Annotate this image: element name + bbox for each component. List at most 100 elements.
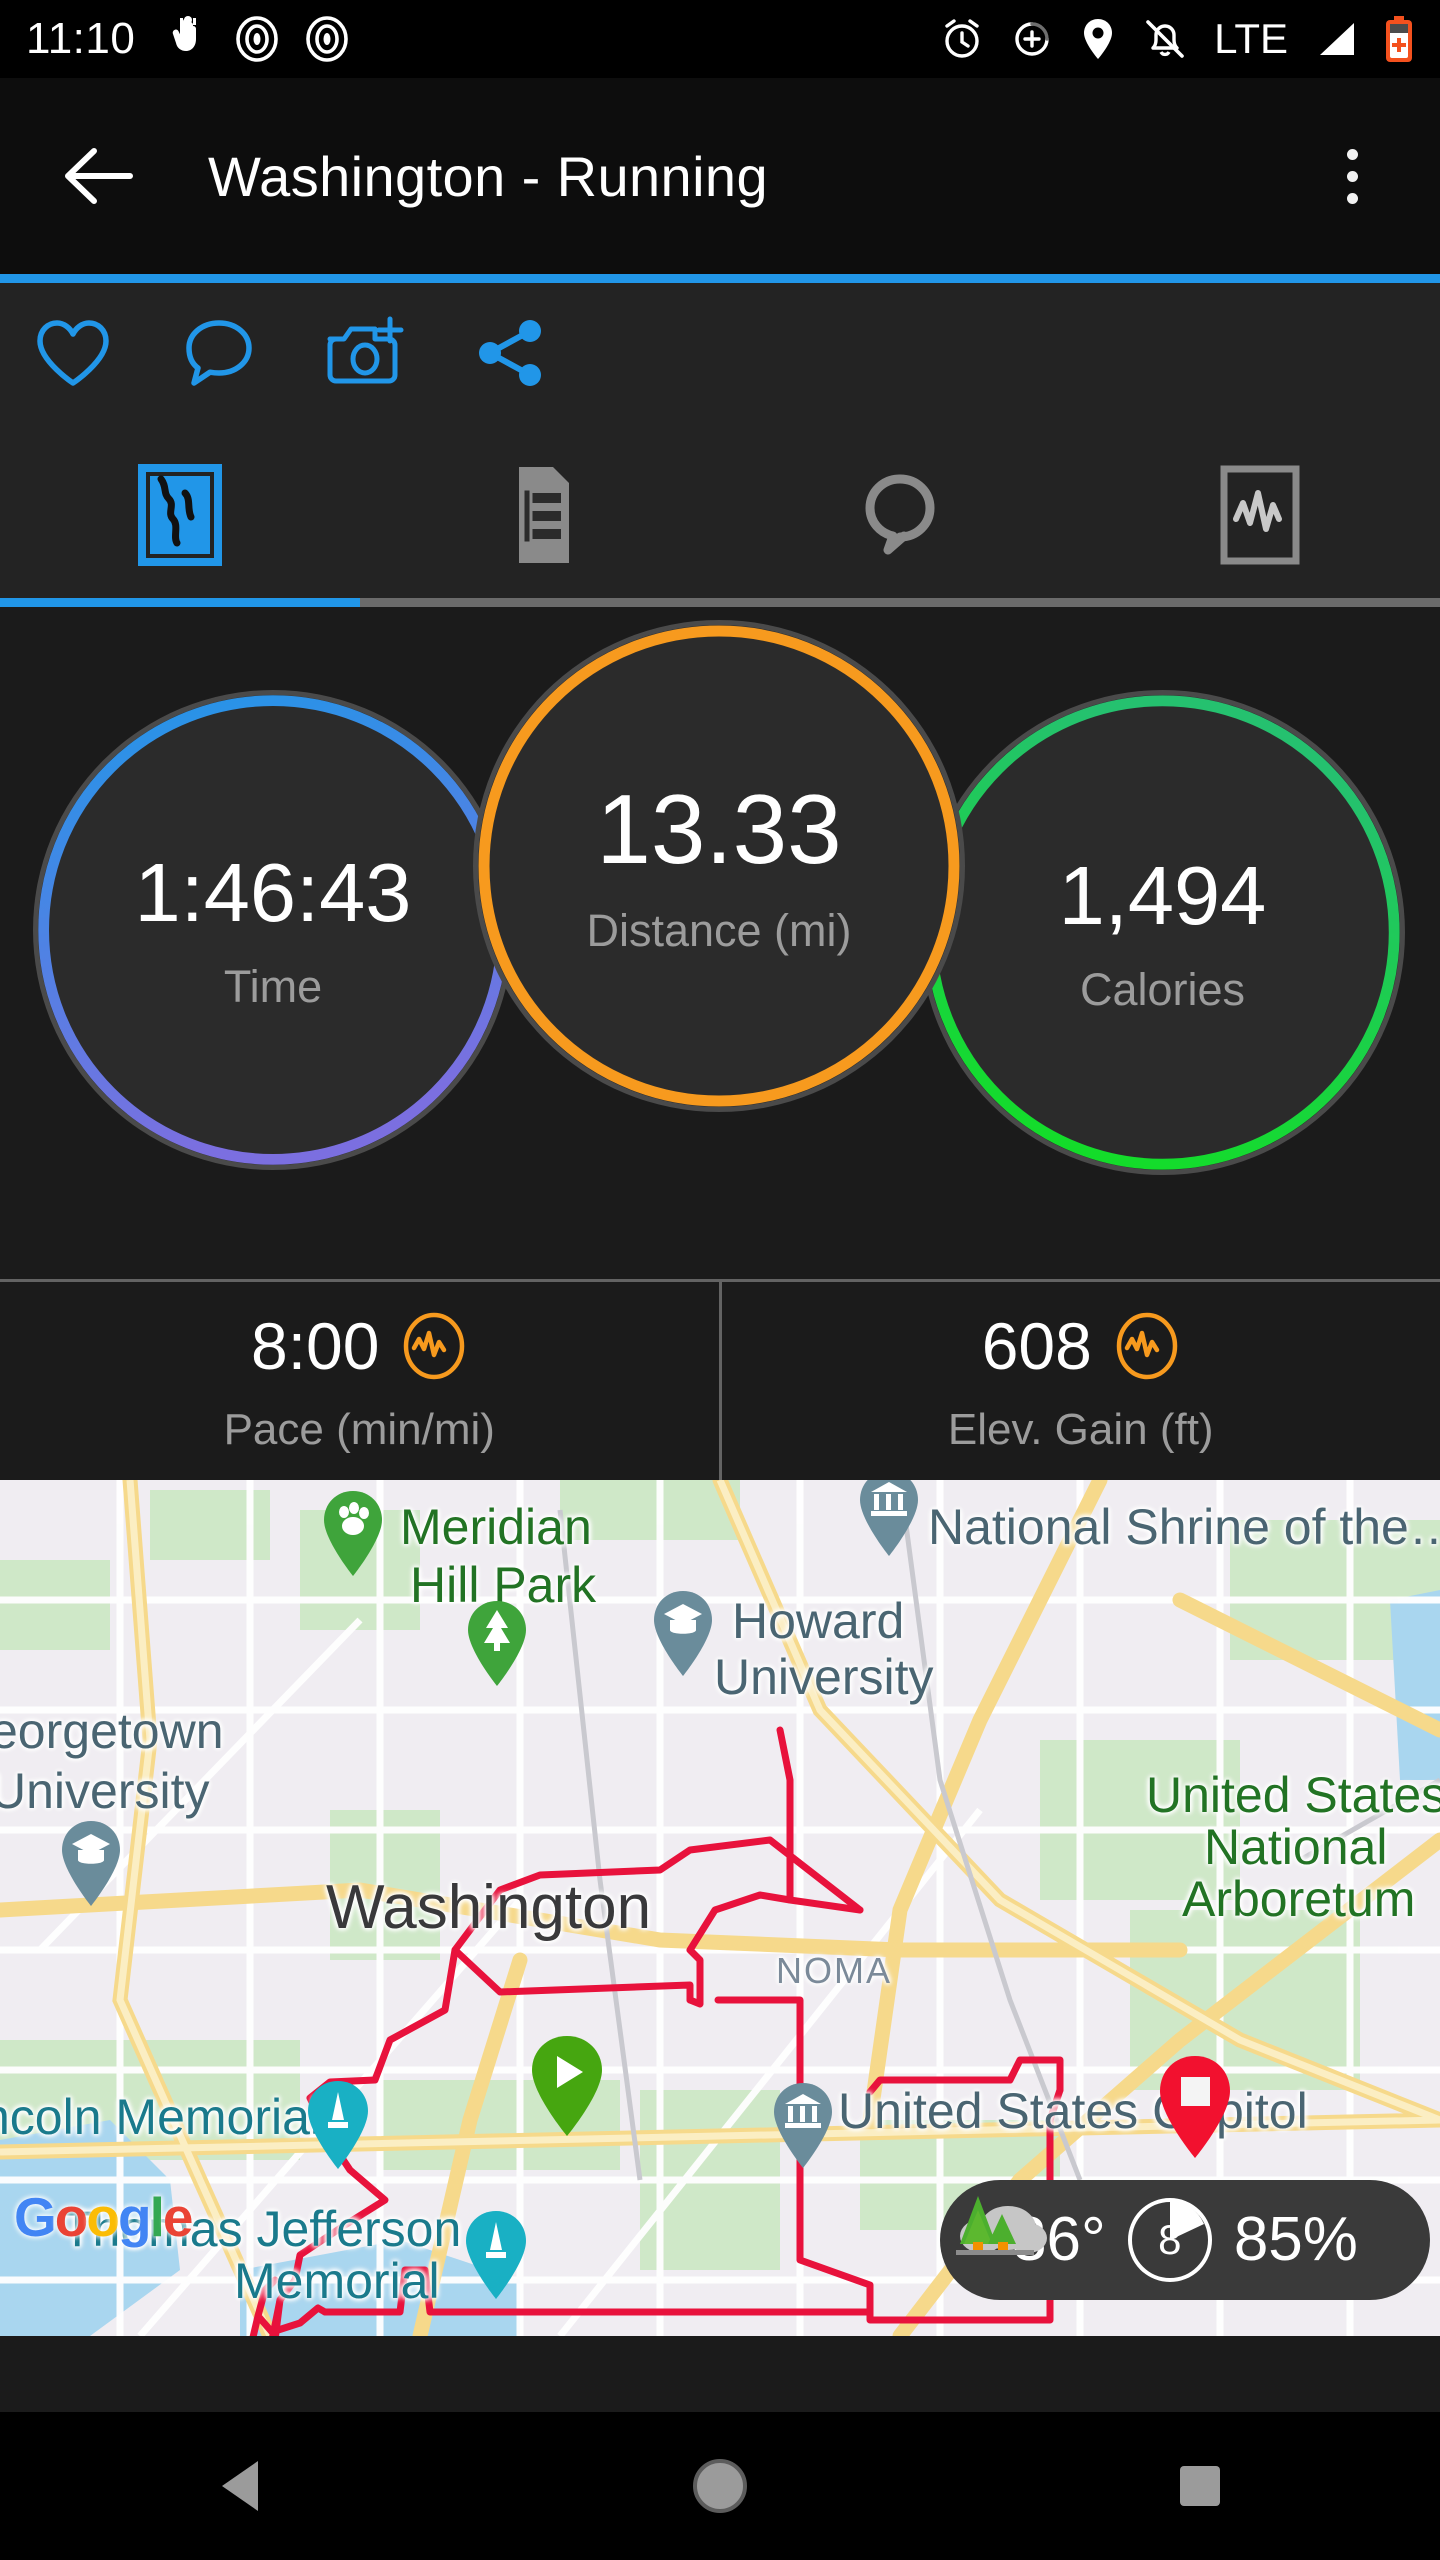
android-nav-bar [0,2412,1440,2560]
map-label: National Shrine of the… [928,1499,1440,1555]
elevation-top: 608 [982,1310,1180,1382]
route-map[interactable]: Meridian Hill Park National Shrine of th… [0,1480,1440,2336]
distance-label: Distance (mi) [586,904,852,956]
tab-indicator-track [0,598,1440,607]
network-type-label: LTE [1214,15,1288,62]
page-title: Washington - Running [208,144,769,208]
record-target-icon [306,16,349,62]
status-bar: 11:10 [0,0,1440,78]
primary-stats-panel: 1:46:43 Time 13.33 Distance (mi) 1,494 C… [0,607,1440,1279]
map-label: Howard [732,1593,905,1649]
tab-indicator-active [0,598,360,607]
logo-letter: e [162,2186,194,2248]
time-value: 1:46:43 [134,846,412,939]
stat-elevation[interactable]: 608 Elev. Gain (ft) [718,1282,1440,1480]
calories-ring-arc [925,695,1400,1170]
graph-circle-icon [1116,1312,1178,1380]
monument-pin-2[interactable] [460,2208,532,2304]
capitol-pin[interactable] [768,2080,838,2172]
map-label: National [1204,1819,1388,1875]
monument-pin-1[interactable] [302,2078,374,2174]
alarm-icon [945,19,979,58]
trees-cloud-icon [956,2196,1047,2255]
accent-divider [0,274,1440,283]
comment-bubble-icon [186,320,252,386]
loop-repeat-icon [865,474,935,555]
battery-charging-icon [1386,16,1412,62]
map-label: Arboretum [1182,1871,1416,1927]
weather-humidity: 85% [1233,2205,1358,2274]
tab-details[interactable] [360,423,720,607]
wind-gauge: 8 [1124,2194,1216,2286]
square-recents-icon [1180,2466,1220,2506]
document-list-icon [519,467,569,563]
stat-circle-calories[interactable]: 1,494 Calories [925,695,1400,1170]
comment-button[interactable] [146,283,292,423]
triangle-back-icon [222,2461,258,2511]
graph-circle-icon [404,1312,465,1380]
distance-ring-arc [478,625,960,1107]
logo-letter: g [118,2186,152,2248]
status-right-icons: LTE [940,15,1414,63]
map-label: United States [1146,1767,1440,1823]
social-action-bar [0,283,1440,423]
map-label: ncoln Memorial [0,2089,322,2145]
stat-circle-time[interactable]: 1:46:43 Time [38,695,508,1165]
nav-recents-button[interactable] [1100,2412,1300,2560]
overflow-menu-button[interactable] [1325,131,1380,222]
start-pin[interactable] [524,2032,610,2140]
elevation-label: Elev. Gain (ft) [947,1405,1214,1454]
dog-park-pin[interactable] [318,1488,388,1580]
map-label: Meridian [400,1499,592,1555]
tab-graphs[interactable] [1080,423,1440,607]
wind-speed-value: 8 [1158,2216,1182,2263]
nav-back-button[interactable] [140,2412,340,2560]
status-clock: 11:10 [26,14,136,63]
end-pin[interactable] [1152,2052,1238,2162]
nav-home-button[interactable] [620,2412,820,2560]
calories-label: Calories [1079,963,1246,1015]
like-button[interactable] [0,283,146,423]
back-arrow-icon[interactable] [60,143,136,209]
tab-bar [0,423,1440,607]
distance-value: 13.33 [596,773,842,884]
share-button[interactable] [438,283,584,423]
map-canvas [0,1480,1440,2336]
park-pin[interactable] [462,1598,532,1690]
map-label: NOMA [776,1950,892,1991]
map-label: University [0,1763,210,1819]
map-label: Thomas Jefferson [62,2201,462,2257]
bottom-filler [0,2336,1440,2412]
heart-icon [37,320,109,386]
touch-pointer-icon [173,16,197,51]
logo-letter: o [54,2186,89,2248]
stat-pace[interactable]: 8:00 Pace (min/mi) [0,1282,719,1480]
logo-letter: l [149,2186,165,2248]
status-left-icons [169,16,349,62]
map-label: Memorial [234,2253,440,2309]
add-photo-button[interactable] [292,283,438,423]
share-icon [479,320,541,386]
time-ring-arc [38,695,508,1165]
tab-map[interactable] [0,423,360,607]
logo-letter: o [86,2186,120,2248]
university-pin-2[interactable] [56,1818,126,1910]
weather-pill[interactable]: 36° 8 85% [940,2180,1430,2300]
circle-home-icon [693,2459,747,2513]
map-label: University [714,1649,934,1705]
signal-bars-icon [1320,23,1354,55]
record-target-icon [236,16,279,62]
map-label: Washington [326,1873,652,1942]
dnd-plus-icon [1015,22,1049,56]
map-route-icon [138,464,222,566]
stat-circle-distance[interactable]: 13.33 Distance (mi) [478,625,960,1107]
waveform-chart-icon [1220,465,1300,565]
logo-letter: G [14,2186,57,2248]
tab-laps[interactable] [720,423,1080,607]
pace-label: Pace (min/mi) [223,1405,495,1454]
museum-pin-top[interactable] [854,1480,924,1560]
elevation-value: 608 [981,1309,1092,1383]
university-pin[interactable] [648,1588,718,1680]
secondary-stats-row: 8:00 Pace (min/mi) 608 Elev. Gain (ft) [0,1279,1440,1480]
